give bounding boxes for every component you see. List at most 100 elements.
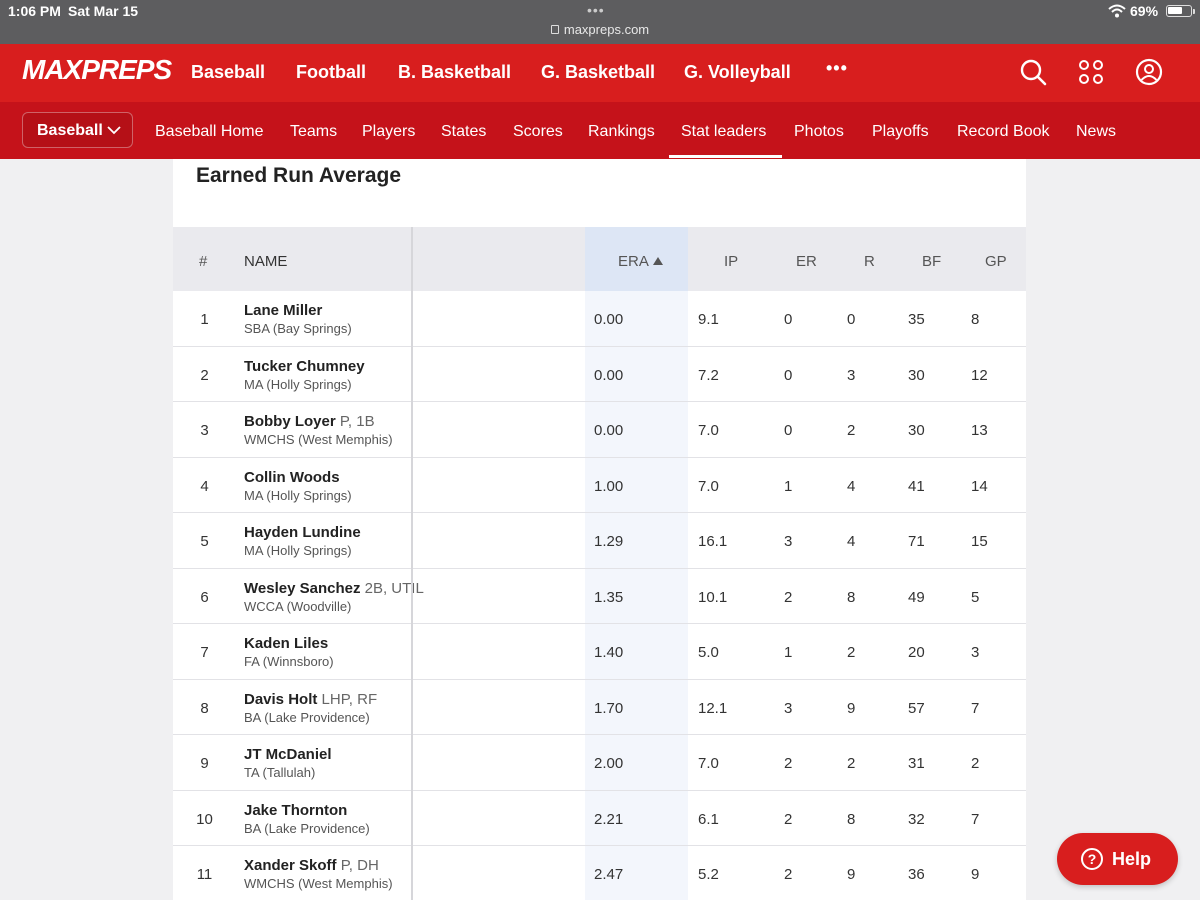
table-row[interactable]: 4 Collin Woods MA (Holly Springs) 1.00 7…: [173, 458, 1026, 513]
player-school[interactable]: BA (Lake Providence): [244, 709, 370, 725]
era-cell: 2.00: [594, 755, 624, 772]
rank-cell: 1: [200, 311, 209, 328]
era-cell: 0.00: [594, 366, 624, 384]
er-cell: 2: [784, 866, 793, 883]
nav-girls-basketball[interactable]: G. Basketball: [541, 62, 656, 82]
rank-cell: 8: [200, 699, 209, 717]
bf-cell: 41: [908, 477, 925, 495]
player-school[interactable]: WCCA (Woodville): [244, 598, 352, 614]
subnav-playoffs[interactable]: Playoffs: [872, 123, 929, 140]
table-row[interactable]: 1 Lane Miller SBA (Bay Springs) 0.00 9.1…: [173, 291, 1026, 347]
player-school[interactable]: TA (Tallulah): [244, 765, 316, 780]
subnav-scores[interactable]: Scores: [513, 123, 563, 140]
nav-boys-basketball[interactable]: B. Basketball: [398, 62, 512, 82]
ip-cell: 7.2: [698, 366, 719, 384]
era-cell: 2.21: [594, 810, 624, 828]
header-era-label: ERA: [618, 253, 649, 270]
player-school[interactable]: MA (Holly Springs): [244, 376, 352, 392]
multitasking-dots-icon[interactable]: •••: [587, 2, 605, 18]
header-er[interactable]: ER: [796, 253, 817, 270]
subnav-baseball-home[interactable]: Baseball Home: [155, 123, 264, 140]
table-row[interactable]: 2 Tucker Chumney MA (Holly Springs) 0.00…: [173, 347, 1026, 402]
header-era[interactable]: ERA: [618, 253, 663, 270]
player-name[interactable]: Tucker Chumney: [244, 358, 365, 375]
gp-cell: 5: [971, 588, 980, 606]
subnav-photos[interactable]: Photos: [794, 123, 844, 140]
player-school[interactable]: WMCHS (West Memphis): [244, 876, 393, 891]
url-text: maxpreps.com: [563, 22, 650, 37]
sport-dropdown[interactable]: Baseball: [22, 112, 133, 148]
player-name[interactable]: Bobby Loyer P, 1B: [244, 413, 375, 430]
table-row[interactable]: 5 Hayden Lundine MA (Holly Springs) 1.29…: [173, 513, 1026, 569]
nav-baseball[interactable]: Baseball: [191, 62, 266, 82]
player-name-text: Tucker Chumney: [244, 357, 365, 375]
chevron-down-icon: [107, 126, 121, 135]
header-gp[interactable]: GP: [985, 253, 1007, 270]
r-cell: 9: [847, 866, 856, 883]
bf-cell: 20: [908, 644, 925, 661]
player-school[interactable]: FA (Winnsboro): [244, 654, 334, 669]
header-ip[interactable]: IP: [724, 253, 739, 270]
table-row[interactable]: 11 Xander Skoff P, DH WMCHS (West Memphi…: [173, 846, 1026, 900]
player-school[interactable]: MA (Holly Springs): [244, 487, 352, 503]
player-school[interactable]: MA (Holly Springs): [244, 543, 352, 558]
subnav-players[interactable]: Players: [362, 123, 416, 140]
player-position: P, DH: [340, 857, 379, 874]
table-row[interactable]: 8 Davis Holt LHP, RF BA (Lake Providence…: [173, 680, 1026, 735]
player-name-text: Collin Woods: [244, 468, 340, 486]
era-column-highlight: [585, 291, 688, 900]
subnav-teams[interactable]: Teams: [290, 123, 338, 140]
apps-grid-icon[interactable]: [1077, 58, 1105, 86]
player-name[interactable]: Davis Holt LHP, RF: [244, 691, 377, 708]
subnav-news[interactable]: News: [1076, 123, 1117, 140]
stat-card-header: Earned Run Average: [173, 159, 1026, 227]
player-name-text: Jake Thornton: [244, 801, 348, 819]
bf-cell: 31: [908, 755, 925, 772]
player-name[interactable]: JT McDaniel: [244, 746, 332, 763]
player-name[interactable]: Xander Skoff P, DH: [244, 857, 379, 874]
header-rank[interactable]: #: [199, 253, 208, 270]
more-sports-button[interactable]: •••: [826, 58, 848, 78]
table-row[interactable]: 10 Jake Thornton BA (Lake Providence) 2.…: [173, 791, 1026, 846]
er-cell: 2: [784, 810, 793, 828]
bf-cell: 32: [908, 810, 925, 828]
player-school[interactable]: SBA (Bay Springs): [244, 321, 352, 336]
era-cell: 1.00: [594, 477, 624, 495]
subnav-record-book[interactable]: Record Book: [957, 123, 1050, 140]
header-bf[interactable]: BF: [922, 253, 942, 270]
player-name-text: JT McDaniel: [244, 746, 332, 763]
player-name[interactable]: Jake Thornton: [244, 802, 347, 819]
subnav-states[interactable]: States: [441, 123, 487, 140]
player-school[interactable]: BA (Lake Providence): [244, 820, 370, 836]
nav-girls-volleyball[interactable]: G. Volleyball: [684, 62, 791, 82]
account-icon[interactable]: [1135, 58, 1163, 86]
address-bar[interactable]: maxpreps.com: [0, 22, 1200, 37]
bf-cell: 71: [908, 533, 925, 550]
maxpreps-logo[interactable]: MAXPREPS: [22, 54, 172, 85]
header-name[interactable]: NAME: [244, 253, 288, 270]
gp-cell: 7: [971, 810, 980, 828]
r-cell: 9: [847, 699, 856, 717]
table-row[interactable]: 6 Wesley Sanchez 2B, UTIL WCCA (Woodvill…: [173, 569, 1026, 624]
rank-cell: 3: [200, 422, 209, 439]
player-name[interactable]: Collin Woods: [244, 469, 340, 486]
player-name-text: Bobby Loyer: [244, 413, 336, 430]
help-button[interactable]: ? Help: [1057, 833, 1178, 885]
search-icon[interactable]: [1019, 58, 1047, 86]
rank-cell: 2: [200, 366, 209, 384]
wifi-icon: [1108, 4, 1126, 18]
player-name-text: Xander Skoff: [244, 857, 337, 874]
player-name[interactable]: Kaden Liles: [244, 635, 328, 652]
nav-football[interactable]: Football: [296, 62, 366, 82]
table-row[interactable]: 3 Bobby Loyer P, 1B WMCHS (West Memphis)…: [173, 402, 1026, 458]
table-row[interactable]: 9 JT McDaniel TA (Tallulah) 2.00 7.0 2 2…: [173, 735, 1026, 791]
subnav-rankings[interactable]: Rankings: [588, 123, 655, 140]
player-school[interactable]: WMCHS (West Memphis): [244, 432, 393, 447]
table-row[interactable]: 7 Kaden Liles FA (Winnsboro) 1.40 5.0 1 …: [173, 624, 1026, 680]
player-name-text: Wesley Sanchez: [244, 579, 361, 597]
subnav-stat-leaders[interactable]: Stat leaders: [668, 123, 783, 158]
player-name[interactable]: Lane Miller: [244, 302, 322, 319]
player-name[interactable]: Hayden Lundine: [244, 524, 361, 541]
header-r[interactable]: R: [864, 253, 875, 270]
player-name[interactable]: Wesley Sanchez 2B, UTIL: [244, 580, 424, 597]
